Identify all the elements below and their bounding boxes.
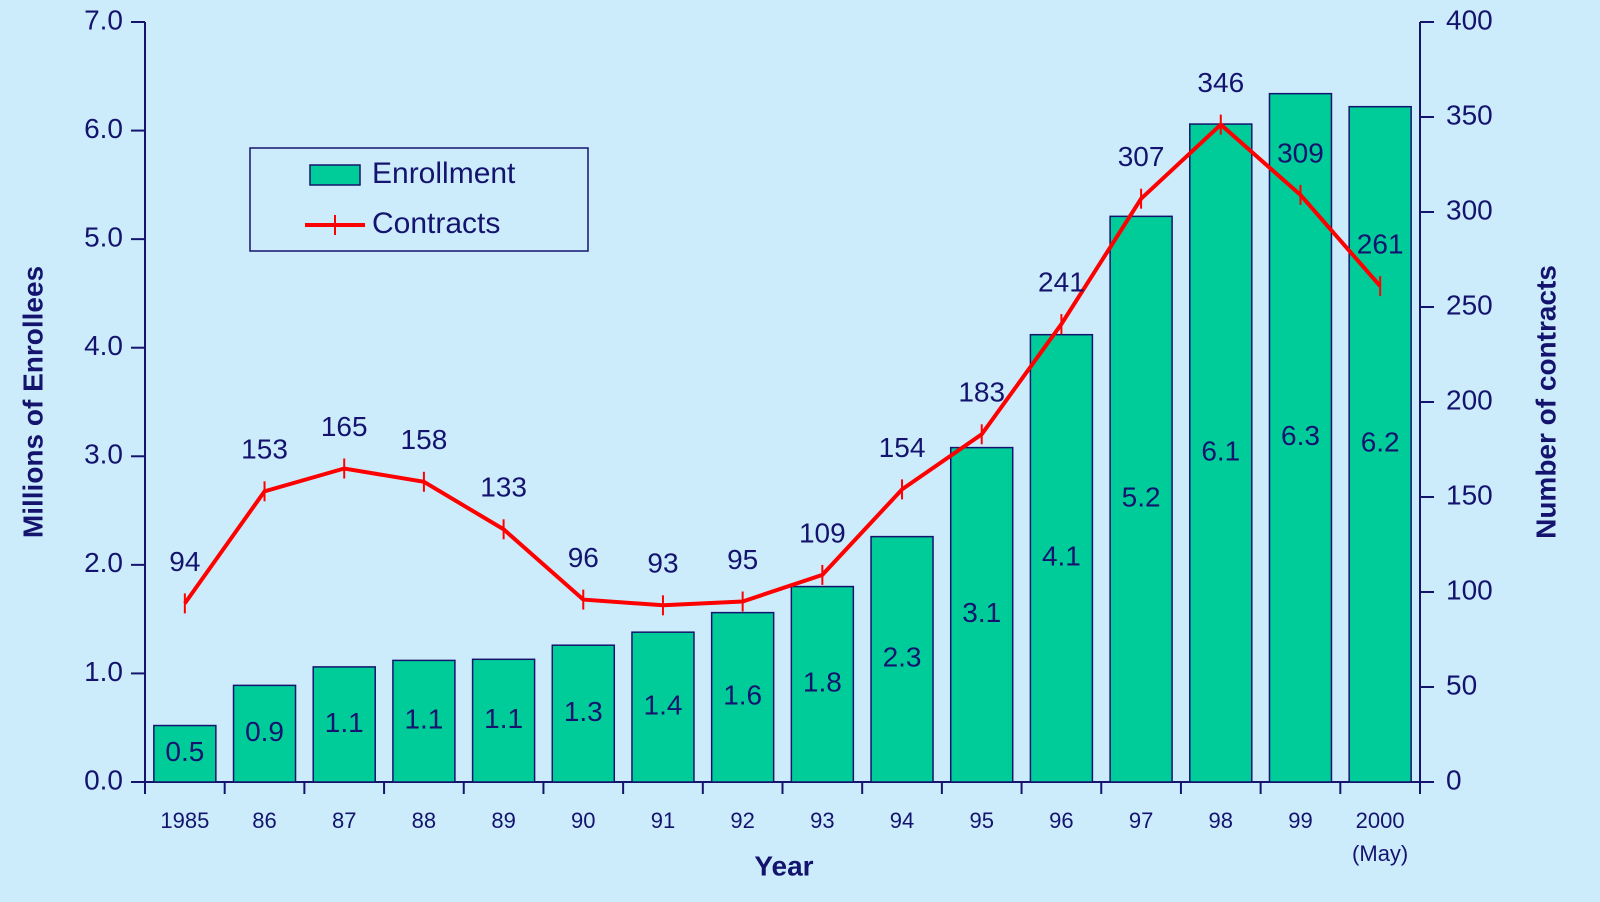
x-tick-label: 95 xyxy=(969,808,993,833)
y-tick-label: 0.0 xyxy=(84,764,123,795)
bar-label: 1.1 xyxy=(404,704,443,735)
bar xyxy=(1348,105,1412,783)
y2-axis-title: Number of contracts xyxy=(1530,265,1561,539)
line-label: 96 xyxy=(568,542,599,573)
x-tick-label: 94 xyxy=(890,808,914,833)
bar xyxy=(870,535,934,783)
bar-label: 1.1 xyxy=(484,703,523,734)
line-label: 133 xyxy=(480,472,527,503)
y2-tick-label: 300 xyxy=(1446,194,1493,225)
x-tick-label: 87 xyxy=(332,808,356,833)
legend-label: Enrollment xyxy=(372,157,516,190)
bar-label: 0.5 xyxy=(165,736,204,767)
y-tick-label: 1.0 xyxy=(84,656,123,687)
bar-label: 1.1 xyxy=(325,707,364,738)
x-tick-label: 99 xyxy=(1288,808,1312,833)
y-tick-label: 2.0 xyxy=(84,547,123,578)
x-note: (May) xyxy=(1352,841,1408,866)
bar xyxy=(710,611,775,783)
bar xyxy=(232,684,297,783)
bar-label: 1.8 xyxy=(803,667,842,698)
y-tick-label: 6.0 xyxy=(84,113,123,144)
bar xyxy=(471,658,536,783)
y-tick-label: 3.0 xyxy=(84,439,123,470)
y2-tick-label: 100 xyxy=(1446,574,1493,605)
bar-label: 6.2 xyxy=(1361,427,1400,458)
bar-label: 1.4 xyxy=(644,689,683,720)
bar-label: 1.3 xyxy=(564,696,603,727)
y-tick-label: 7.0 xyxy=(84,4,123,35)
bar xyxy=(631,631,695,783)
x-tick-label: 86 xyxy=(252,808,276,833)
line-label: 241 xyxy=(1038,266,1085,297)
bar xyxy=(1029,333,1094,783)
x-tick-label: 90 xyxy=(571,808,595,833)
bar xyxy=(949,446,1014,783)
bar xyxy=(790,585,855,783)
line-label: 183 xyxy=(958,377,1005,408)
y-axis-title: Millions of Enrollees xyxy=(17,266,48,538)
line-label: 309 xyxy=(1277,137,1324,168)
bar-label: 3.1 xyxy=(962,597,1001,628)
legend-swatch xyxy=(309,164,361,186)
line-label: 154 xyxy=(879,432,926,463)
y2-tick-label: 50 xyxy=(1446,669,1477,700)
x-tick-label: 97 xyxy=(1129,808,1153,833)
y2-tick-label: 200 xyxy=(1446,384,1493,415)
x-tick-label: 1985 xyxy=(160,808,209,833)
x-tick-label: 89 xyxy=(491,808,515,833)
line xyxy=(183,121,1382,608)
y2-tick-label: 250 xyxy=(1446,289,1493,320)
line-label: 346 xyxy=(1197,67,1244,98)
bar xyxy=(312,666,376,783)
bar-label: 1.6 xyxy=(723,680,762,711)
x-tick-label: 93 xyxy=(810,808,834,833)
x-tick-label: 88 xyxy=(412,808,436,833)
x-tick-label: 91 xyxy=(651,808,675,833)
bar-label: 4.1 xyxy=(1042,541,1081,572)
line-label: 165 xyxy=(321,411,368,442)
line-label: 153 xyxy=(241,434,288,465)
line-label: 261 xyxy=(1357,228,1404,259)
x-tick-label: 92 xyxy=(730,808,754,833)
bar-label: 6.3 xyxy=(1281,420,1320,451)
line-label: 158 xyxy=(401,424,448,455)
legend-label: Contracts xyxy=(372,207,500,240)
bar xyxy=(1268,92,1333,783)
y2-tick-label: 150 xyxy=(1446,479,1493,510)
x-tick-label: 96 xyxy=(1049,808,1073,833)
bar xyxy=(1109,215,1173,783)
bar-label: 5.2 xyxy=(1122,482,1161,513)
legend-box xyxy=(249,147,589,252)
y2-tick-label: 350 xyxy=(1446,99,1493,130)
line-label: 95 xyxy=(727,544,758,575)
bar-label: 2.3 xyxy=(883,642,922,673)
line-label: 307 xyxy=(1118,141,1165,172)
bar xyxy=(392,659,456,783)
x-tick-label: 2000 xyxy=(1356,808,1405,833)
bar xyxy=(153,724,217,783)
line-label: 109 xyxy=(799,517,846,548)
line-label: 94 xyxy=(169,546,200,577)
x-tick-label: 98 xyxy=(1209,808,1233,833)
x-axis-title: Year xyxy=(754,850,813,881)
bar-label: 0.9 xyxy=(245,716,284,747)
y-tick-label: 4.0 xyxy=(84,330,123,361)
line-label: 93 xyxy=(647,548,678,579)
bar xyxy=(1189,123,1253,783)
bar-label: 6.1 xyxy=(1201,435,1240,466)
bar xyxy=(551,644,616,783)
y2-tick-label: 400 xyxy=(1446,4,1493,35)
y-tick-label: 5.0 xyxy=(84,222,123,253)
y2-tick-label: 0 xyxy=(1446,764,1462,795)
